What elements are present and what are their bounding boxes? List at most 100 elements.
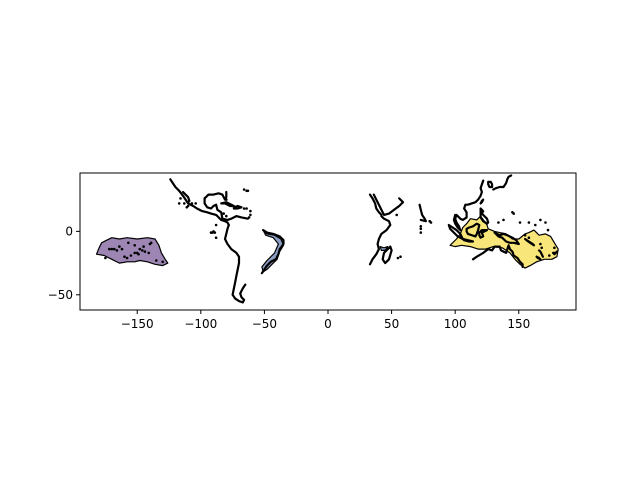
vanuatu-coast (537, 249, 545, 258)
island-marker (539, 242, 542, 246)
island-marker (179, 197, 182, 200)
solomon-islands-coast (523, 237, 536, 247)
x-tick-label: 0 (324, 317, 332, 331)
island-marker (137, 252, 140, 256)
island-marker (214, 223, 218, 227)
island-marker (523, 233, 527, 237)
island-marker (527, 221, 531, 224)
island-marker (142, 245, 145, 248)
island-marker (419, 227, 423, 231)
island-marker (540, 246, 543, 250)
x-tick-label: 50 (384, 317, 399, 331)
island-marker (246, 189, 250, 193)
fiji-coast (551, 250, 559, 256)
java-coast (461, 237, 475, 243)
sulawesi-coast (478, 229, 489, 239)
atlantic-coast-region (261, 229, 285, 273)
malay-peninsula-coast (452, 213, 462, 232)
island-marker (108, 247, 111, 251)
island-marker (548, 254, 551, 257)
island-marker (518, 221, 522, 224)
island-marker (214, 236, 218, 239)
x-tick-label: 100 (444, 317, 467, 331)
island-marker (546, 228, 550, 232)
island-marker (249, 213, 252, 217)
island-marker (225, 198, 228, 201)
x-tick-label: −50 (252, 317, 277, 331)
cuba-coast (220, 201, 235, 208)
island-marker (118, 245, 121, 248)
x-tick-label: 150 (507, 317, 530, 331)
island-marker (186, 204, 190, 208)
philippines-coast (479, 207, 490, 225)
hispaniola-coast (232, 204, 243, 210)
china-east-coast (454, 179, 485, 221)
island-marker (104, 256, 107, 260)
india-west-coast (418, 203, 427, 223)
island-marker (138, 247, 142, 251)
new-caledonia-coast (535, 255, 542, 261)
korea-coast (487, 180, 494, 189)
island-marker (511, 211, 514, 214)
island-marker (242, 207, 246, 210)
island-marker (497, 221, 500, 224)
island-marker (149, 241, 153, 245)
island-marker (125, 256, 129, 260)
australia-north-coast (471, 244, 524, 268)
island-marker (113, 247, 116, 251)
island-marker (183, 202, 186, 205)
island-marker (141, 249, 144, 252)
island-marker (225, 214, 228, 218)
island-marker (534, 223, 537, 227)
island-marker (190, 202, 194, 205)
south-america-pacific-coast (223, 223, 247, 304)
island-marker (419, 231, 423, 234)
island-marker (396, 256, 400, 260)
borneo-coast (465, 222, 481, 238)
southeast-asia-region (449, 215, 559, 269)
island-marker (247, 216, 251, 219)
red-sea-coast (368, 193, 383, 216)
north-america-pacific-coast (169, 178, 230, 227)
island-marker (133, 244, 136, 247)
island-marker (133, 251, 136, 255)
island-marker (120, 247, 124, 251)
island-marker (161, 260, 164, 264)
island-layer (104, 188, 556, 264)
island-marker (194, 202, 197, 205)
island-marker (419, 225, 423, 228)
island-marker (242, 188, 246, 191)
island-marker (129, 254, 133, 257)
gulf-of-california-coast (181, 190, 191, 204)
island-marker (527, 236, 531, 239)
coastline-layer (169, 174, 559, 304)
island-marker (123, 255, 126, 258)
island-marker (115, 249, 119, 252)
japan-coast (492, 174, 513, 191)
caribbean-coast (203, 197, 249, 221)
island-marker (399, 255, 402, 258)
new-guinea-coast (493, 231, 520, 246)
indian-ocean-region (379, 246, 389, 251)
x-tick-label: −100 (184, 317, 217, 331)
island-marker (544, 221, 547, 224)
plot-area (95, 174, 559, 304)
island-marker (110, 247, 114, 251)
gulf-of-mexico-coast (203, 190, 228, 201)
island-marker (127, 241, 130, 245)
y-tick-label: 0 (65, 224, 73, 238)
island-marker (177, 202, 181, 205)
x-tick-label: −150 (121, 317, 154, 331)
y-axis: 0 −50 (48, 224, 80, 302)
arabian-peninsula-coast (372, 193, 405, 216)
island-marker (245, 207, 248, 210)
taiwan-coast (479, 198, 485, 205)
madagascar-coast (381, 245, 393, 265)
island-marker (155, 259, 158, 262)
island-marker (249, 209, 252, 213)
island-marker (395, 213, 399, 217)
island-marker (147, 251, 150, 255)
island-marker (429, 221, 433, 224)
island-marker (222, 212, 225, 215)
